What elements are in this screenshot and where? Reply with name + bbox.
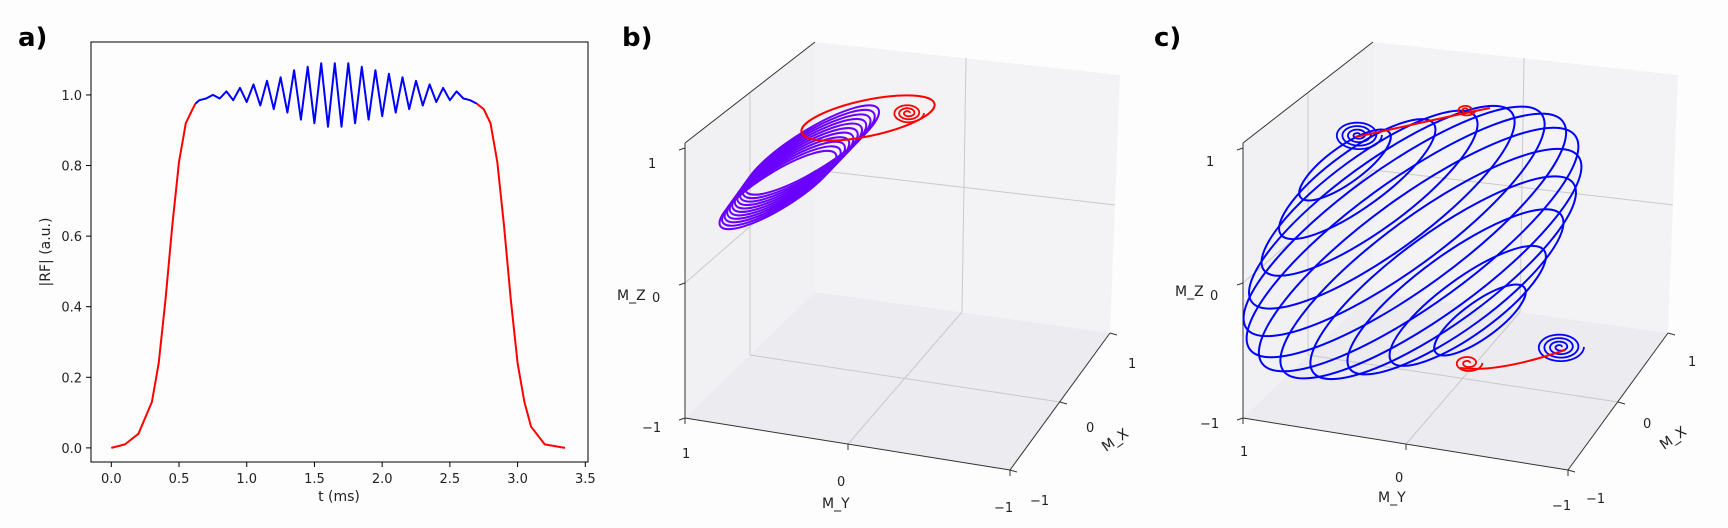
y-tick-label: 0.8 xyxy=(61,160,82,175)
trajectory-loop xyxy=(741,108,876,200)
trajectory-loop xyxy=(738,113,872,203)
panel-c-z-tick-neg1: −1 xyxy=(1200,417,1219,432)
panel-b-y-tick-1: 1 xyxy=(682,447,690,462)
panel-a: a) 0.0 0.5 1.0 1.5 2.0 2.5 3.0 3.5 0.0 0.2 0.4 0.6… xyxy=(18,23,596,505)
panel-b-z-tick-1: 1 xyxy=(648,157,656,172)
trajectory-loop xyxy=(1279,147,1583,380)
trajectory-loop xyxy=(1309,175,1577,381)
trajectory-red-bottom xyxy=(1459,349,1566,370)
trajectory-loop xyxy=(728,131,855,217)
panel-b-x-tick-0: 0 xyxy=(1086,421,1094,436)
trajectory-red-spiral-top xyxy=(1457,105,1477,117)
panel-a-y-ticks: 0.0 0.2 0.4 0.6 0.8 1.0 xyxy=(61,89,91,457)
panel-b: b) xyxy=(617,23,1136,516)
trajectory-loop xyxy=(1346,208,1565,376)
panel-b-axes xyxy=(678,41,1118,476)
x-tick-label: 0.0 xyxy=(101,472,122,487)
rf-series-line-1 xyxy=(111,103,197,449)
trajectory-loop xyxy=(723,140,846,224)
trajectory-loop xyxy=(721,145,842,227)
panel-b-x-tick-neg1: −1 xyxy=(1030,494,1049,509)
trajectory-loop xyxy=(736,117,868,207)
panel-b-y-axis-label: M_Y xyxy=(822,496,850,512)
trajectory-loop xyxy=(731,127,859,213)
y-tick-label: 0.2 xyxy=(61,371,82,386)
x-tick-label: 1.5 xyxy=(304,472,325,487)
x-tick-label: 2.0 xyxy=(372,472,393,487)
y-tick-label: 0.4 xyxy=(61,301,82,316)
panel-a-y-axis-label: |RF| (a.u.) xyxy=(38,218,54,287)
panel-c-z-tick-1: 1 xyxy=(1206,155,1214,170)
trajectory-red-top xyxy=(1354,107,1491,138)
trajectory-spiral-bottom xyxy=(1537,333,1585,363)
panel-b-floor-pane xyxy=(685,292,1110,470)
panel-c-label: c) xyxy=(1154,23,1181,53)
trajectory-loop xyxy=(1433,283,1527,357)
panel-b-y-tick-neg1: −1 xyxy=(994,501,1013,516)
panel-b-y-tick-0: 0 xyxy=(837,475,845,490)
panel-a-label: a) xyxy=(18,23,47,53)
y-tick-label: 0.0 xyxy=(61,442,82,457)
trajectory-loop xyxy=(1257,126,1580,373)
trajectory-outer-loop xyxy=(800,94,936,142)
panel-c-z-tick-0: 0 xyxy=(1210,289,1218,304)
trajectory-loop xyxy=(1388,244,1547,367)
x-tick-label: 3.5 xyxy=(575,472,596,487)
trajectory-loop xyxy=(1245,112,1568,359)
trajectory-loop xyxy=(1298,128,1392,202)
panel-c-x-tick-1: 1 xyxy=(1688,355,1696,370)
panel-c-y-tick-1: 1 xyxy=(1240,445,1248,460)
panel-c-trajectory xyxy=(1242,104,1585,381)
panel-b-z-tick-0: 0 xyxy=(652,291,660,306)
trajectory-red-spiral-bottom xyxy=(1455,356,1484,372)
y-tick-label: 1.0 xyxy=(61,89,82,104)
panel-c-axes xyxy=(1236,41,1676,476)
panel-b-grid xyxy=(684,57,1116,445)
panel-c-x-tick-0: 0 xyxy=(1643,417,1651,432)
x-tick-label: 1.0 xyxy=(236,472,257,487)
x-tick-label: 0.5 xyxy=(169,472,190,487)
panel-c: c) 1 0 −1 xyxy=(1154,23,1696,514)
panel-a-x-ticks: 0.0 0.5 1.0 1.5 2.0 2.5 3.0 3.5 xyxy=(101,462,596,487)
trajectory-loop xyxy=(1248,104,1516,310)
trajectory-loop xyxy=(733,122,863,210)
panel-b-z-axis-label: M_Z xyxy=(617,288,646,304)
panel-b-trajectory xyxy=(718,94,936,231)
rf-series-line-3 xyxy=(476,103,566,449)
panel-b-x-tick-1: 1 xyxy=(1128,357,1136,372)
panel-c-x-axis-label: M_X xyxy=(1657,423,1690,453)
panel-b-label: b) xyxy=(622,23,653,53)
y-tick-label: 0.6 xyxy=(61,230,82,245)
panel-c-y-tick-0: 0 xyxy=(1395,471,1403,486)
panel-b-z-tick-neg1: −1 xyxy=(642,421,661,436)
panel-c-z-axis-label: M_Z xyxy=(1175,284,1204,300)
panel-c-y-axis-label: M_Y xyxy=(1378,490,1406,506)
panel-c-floor-pane xyxy=(1243,292,1668,470)
panel-b-x-axis-label: M_X xyxy=(1099,425,1132,455)
panel-c-y-tick-neg1: −1 xyxy=(1552,499,1571,514)
trajectory-loop xyxy=(718,149,838,231)
x-tick-label: 3.0 xyxy=(507,472,528,487)
trajectory-spiral xyxy=(893,104,925,124)
rf-series-line-2 xyxy=(194,62,478,128)
panel-a-x-axis-label: t (ms) xyxy=(318,489,360,505)
x-tick-label: 2.5 xyxy=(440,472,461,487)
panel-c-x-tick-neg1: −1 xyxy=(1586,492,1605,507)
panel-a-lines xyxy=(111,62,566,449)
